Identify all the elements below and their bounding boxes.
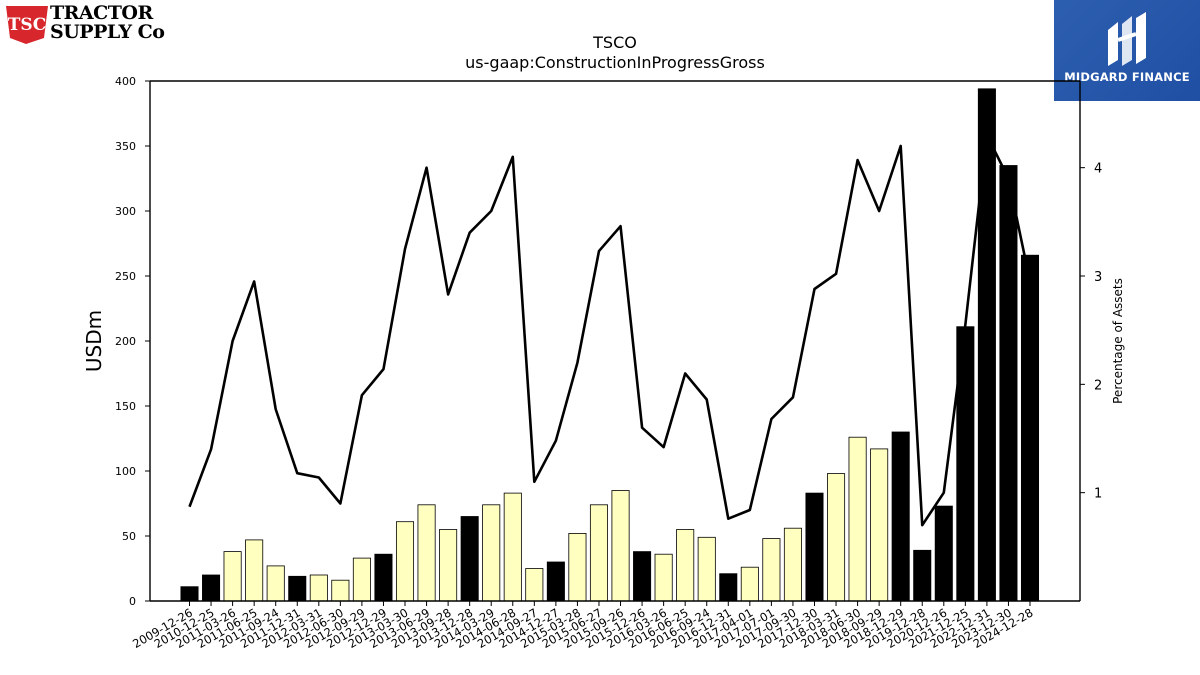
midgard-finance-name: MIDGARD FINANCE [1064,70,1190,84]
bar-2016-12-31 [719,573,738,602]
bar-2015-03-28 [568,533,587,602]
bar-2016-09-24 [697,536,716,602]
bar-2015-09-26 [611,490,630,602]
bar-2015-12-26 [633,551,652,602]
bar-2013-12-28 [460,516,479,602]
y2-tick-label-1: 1 [1094,487,1102,502]
y-tick-label-300: 300 [115,205,136,218]
bar-2012-09-29 [352,557,371,602]
percentage-line [188,133,1032,527]
bar-2020-12-26 [934,505,953,602]
bar-2022-12-31 [977,88,996,602]
chart-subtitle: us-gaap:ConstructionInProgressGross [465,53,765,72]
bar-2014-09-27 [525,568,544,602]
y-tick-label-250: 250 [115,270,136,283]
bar-2009-12-26 [180,586,199,602]
line-series [188,133,1032,527]
tsc-badge-text: TSC [8,15,46,35]
bar-2019-12-28 [913,549,932,602]
y2-axis-label: Percentage of Assets [1111,278,1125,404]
y-tick-label-400: 400 [115,75,136,88]
y-tick-label-200: 200 [115,335,136,348]
bar-2024-12-28 [1020,254,1040,602]
tractor-supply-name: TRACTOR SUPPLY Co [50,2,165,43]
y2-tick-label-3: 3 [1094,270,1102,285]
bar-2023-12-30 [999,165,1018,602]
bar-2016-06-25 [676,529,695,602]
bar-2011-09-24 [266,565,285,602]
bar-2011-06-25 [245,539,264,602]
tractor-supply-logo: TSC [6,6,48,44]
bar-2010-12-25 [202,574,221,602]
bar-2016-03-26 [654,553,673,602]
bar-2014-03-29 [482,504,501,602]
bar-2017-07-01 [762,538,781,602]
y-tick-label-0: 0 [129,595,136,608]
y-tick-label-50: 50 [122,530,136,543]
midgard-mark-icon [1108,12,1146,66]
bar-2018-06-30 [848,436,867,602]
bar-2014-06-28 [503,492,522,602]
bar-2011-03-26 [223,551,242,602]
bar-2013-06-29 [417,504,436,602]
bar-2014-12-27 [546,561,565,602]
bar-2012-12-29 [374,553,393,602]
bar-2017-12-30 [805,492,824,602]
bar-2018-03-31 [827,473,846,602]
bar-2018-12-29 [891,431,910,602]
y-tick-label-100: 100 [115,465,136,478]
bar-series [180,88,1040,602]
bar-2012-03-31 [309,574,328,602]
bar-2013-09-28 [439,529,458,602]
midgard-finance-logo: MIDGARD FINANCE [1054,0,1200,101]
tsc-badge-icon [6,6,48,44]
bar-2017-04-01 [740,566,759,602]
y-axis-label: USDm [82,310,106,372]
y-tick-label-350: 350 [115,140,136,153]
y2-tick-label-2: 2 [1094,378,1102,393]
bar-2011-12-31 [288,575,307,602]
bar-2018-09-29 [870,448,889,602]
bar-2012-06-30 [331,579,350,602]
y2-tick-label-4: 4 [1094,162,1102,177]
bar-2015-06-27 [589,504,608,602]
bar-2017-09-30 [783,527,802,602]
bar-2013-03-30 [395,521,415,602]
y-tick-label-150: 150 [115,400,136,413]
chart-title: TSCO [592,33,637,52]
